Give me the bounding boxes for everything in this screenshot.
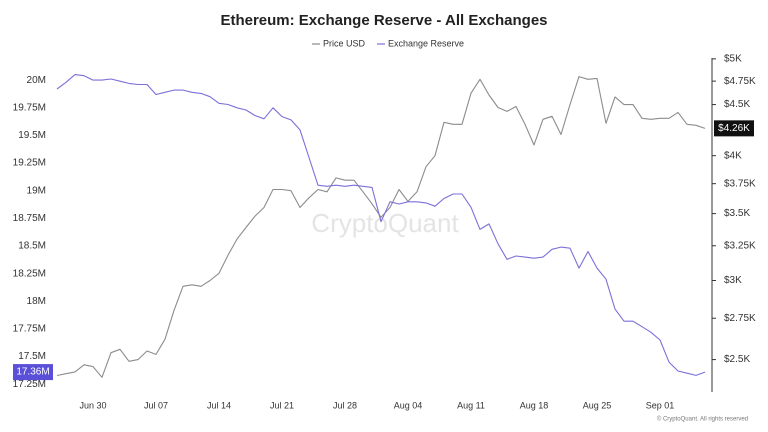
y2-tick-label: $2.5K — [724, 354, 750, 365]
y2-tick-label: $3.5K — [724, 208, 750, 219]
y-tick-label: 17.75M — [13, 324, 46, 335]
y2-tick-label: $3.75K — [724, 178, 756, 189]
y-tick-label: 19M — [27, 185, 46, 196]
y-tick-label: 18.75M — [13, 213, 46, 224]
value-badge-label: 17.36M — [16, 367, 49, 378]
value-badge-label: $4.26K — [718, 123, 750, 134]
y-tick-label: 18.25M — [13, 268, 46, 279]
x-tick-label: Jul 14 — [207, 400, 231, 410]
chart-title: Ethereum: Exchange Reserve - All Exchang… — [220, 12, 547, 29]
legend-label: Exchange Reserve — [388, 38, 464, 48]
y-tick-label: 17.5M — [18, 351, 46, 362]
y-tick-label: 18.5M — [18, 241, 46, 252]
y-tick-label: 19.5M — [18, 130, 46, 141]
y-tick-label: 19.25M — [13, 158, 46, 169]
y-tick-label: 17.25M — [13, 379, 46, 390]
value-badge — [13, 364, 53, 381]
series-line — [56, 76, 706, 378]
y2-tick-label: $4.75K — [724, 76, 756, 87]
x-tick-label: Aug 18 — [520, 400, 549, 410]
x-tick-label: Jul 21 — [270, 400, 294, 410]
y2-tick-label: $4K — [724, 150, 742, 161]
y2-tick-label: $3.25K — [724, 240, 756, 251]
y-tick-label: 18M — [27, 296, 46, 307]
y2-tick-label: $4.5K — [724, 99, 750, 110]
y2-tick-label: $5K — [724, 54, 742, 65]
x-tick-label: Sep 01 — [646, 400, 675, 410]
y2-tick-label: $2.75K — [724, 313, 756, 324]
x-tick-label: Aug 11 — [457, 400, 485, 410]
y2-tick-label: $3K — [724, 275, 742, 286]
x-tick-label: Jul 28 — [333, 400, 357, 410]
y-tick-label: 19.75M — [13, 102, 46, 113]
series-line — [56, 74, 706, 376]
credit: © CryptoQuant. All rights reserved — [657, 416, 748, 423]
x-tick-label: Jul 07 — [144, 400, 168, 410]
legend-label: Price USD — [323, 38, 366, 48]
value-badge — [714, 120, 754, 137]
x-tick-label: Aug 25 — [583, 400, 612, 410]
y-tick-label: 20M — [27, 75, 46, 86]
x-tick-label: Aug 04 — [394, 400, 423, 410]
x-tick-label: Jun 30 — [79, 400, 106, 410]
